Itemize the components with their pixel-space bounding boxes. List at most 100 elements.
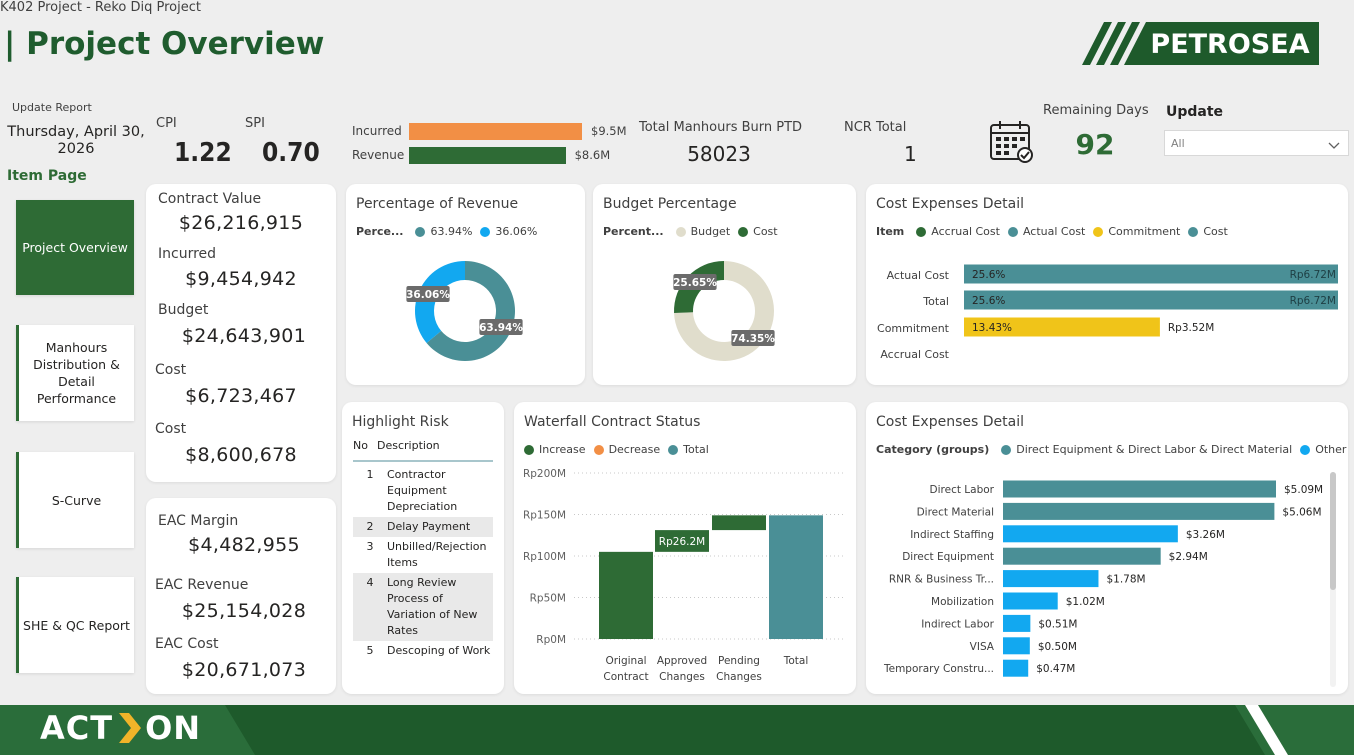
bar[interactable] xyxy=(1003,637,1030,655)
cost-expenses-category-legend: Category (groups) Direct Equipment & Dir… xyxy=(876,443,1346,456)
eac-margin-value: $4,482,955 xyxy=(188,534,300,556)
legend-dot xyxy=(675,226,686,237)
category-label: Actual Cost xyxy=(887,269,950,282)
legend-dot xyxy=(1001,444,1012,455)
bar[interactable] xyxy=(1003,547,1161,565)
remaining-days-value: 92 xyxy=(1075,128,1115,161)
x-tick-label: Changes xyxy=(716,671,762,683)
bar[interactable] xyxy=(1003,480,1276,498)
action-logo-text-start: ACT xyxy=(40,709,114,747)
category-label: Direct Labor xyxy=(930,484,995,496)
breadcrumb: K402 Project - Reko Diq Project xyxy=(0,0,201,15)
percentage-of-revenue-donut: 63.94% 36.06% xyxy=(406,261,523,361)
bar-pct-label: 25.6% xyxy=(972,269,1005,281)
data-label: 36.06% xyxy=(406,289,450,301)
data-label-bg xyxy=(406,286,450,302)
budget-percentage-title: Budget Percentage xyxy=(603,196,737,212)
svg-text:PETROSEA: PETROSEA xyxy=(1150,29,1309,60)
donut-slice[interactable] xyxy=(426,261,515,361)
legend-dot xyxy=(916,226,927,237)
bar[interactable] xyxy=(964,317,1160,337)
legend-item-total: Total xyxy=(683,443,709,456)
waterfall-bar[interactable] xyxy=(599,551,653,639)
legend-item-increase: Increase xyxy=(539,443,586,456)
legend-item-accrual: Accrual Cost xyxy=(931,225,1000,238)
eac-revenue-value: $25,154,028 xyxy=(181,600,307,622)
data-label-bg xyxy=(479,319,523,335)
waterfall-card: Waterfall Contract Status Increase Decre… xyxy=(514,402,856,694)
bar[interactable] xyxy=(964,264,1338,284)
bar-value-label: $2.94M xyxy=(1169,551,1208,563)
risk-no: 1 xyxy=(366,468,374,481)
chevron-down-icon xyxy=(1328,136,1340,155)
manhours-value: 58023 xyxy=(687,142,751,166)
bar-value-label: Rp6.72M xyxy=(1290,295,1336,307)
highlight-risk-title: Highlight Risk xyxy=(352,414,449,430)
spi-value: 0.70 xyxy=(262,138,320,168)
waterfall-bar[interactable] xyxy=(712,515,766,531)
update-filter-dropdown[interactable]: All xyxy=(1164,130,1349,156)
donut-slice[interactable] xyxy=(415,261,465,344)
bar[interactable] xyxy=(964,290,1338,310)
bar[interactable] xyxy=(1003,570,1099,588)
waterfall-bar[interactable] xyxy=(769,515,823,639)
category-label: Direct Equipment xyxy=(902,551,994,563)
scrollbar[interactable] xyxy=(1330,472,1336,687)
incurred-value: $9,454,942 xyxy=(185,268,297,290)
footer-banner: ACT ON xyxy=(0,705,1354,755)
category-label: Indirect Staffing xyxy=(910,529,994,541)
bar-value-label: $1.02M xyxy=(1066,596,1105,608)
action-logo-text-end: ON xyxy=(145,709,202,747)
category-label: VISA xyxy=(970,641,995,653)
cpi-value: 1.22 xyxy=(174,138,232,168)
data-label-bg xyxy=(656,533,708,550)
legend-dot xyxy=(524,444,534,455)
budget-percentage-legend: Percent... Budget Cost xyxy=(603,225,778,238)
legend-dot xyxy=(593,444,604,455)
contract-value-label: Contract Value xyxy=(158,191,262,207)
risk-desc: Unbilled/Rejection Items xyxy=(387,540,487,569)
x-tick-label: Contract xyxy=(603,671,648,683)
nav-manhours-distribution[interactable]: Manhours Distribution & Detail Performan… xyxy=(16,325,134,421)
update-report-label: Update Report xyxy=(12,101,92,114)
category-label: Commitment xyxy=(877,322,950,335)
bar-value-label: Rp6.72M xyxy=(1290,269,1336,281)
risk-no: 5 xyxy=(366,644,374,657)
legend-item-budget: Budget xyxy=(690,225,731,238)
x-tick-label: Total xyxy=(783,655,809,667)
bar[interactable] xyxy=(1003,592,1058,610)
page-title: | Project Overview xyxy=(4,26,325,62)
bar[interactable] xyxy=(1003,614,1031,632)
bar-value-label: $3.26M xyxy=(1186,529,1225,541)
revenue-value: $8.6M xyxy=(574,148,611,162)
nav-s-curve[interactable]: S-Curve xyxy=(16,452,134,548)
nav-project-overview[interactable]: Project Overview xyxy=(16,200,134,295)
incurred-label: Incurred xyxy=(158,246,217,262)
bar[interactable] xyxy=(1003,525,1178,543)
nav-she-qc-report[interactable]: SHE & QC Report xyxy=(16,577,134,673)
data-label: 63.94% xyxy=(479,322,523,334)
legend-item-2: 36.06% xyxy=(495,225,538,238)
scrollbar-thumb[interactable] xyxy=(1330,472,1336,590)
date-line-2: 2026 xyxy=(57,141,95,157)
category-label: Temporary Constru... xyxy=(883,663,994,675)
x-tick-label: Changes xyxy=(659,671,705,683)
cost-value-2: $8,600,678 xyxy=(185,444,297,466)
percentage-of-revenue-legend: Perce... 63.94% 36.06% xyxy=(356,225,537,238)
legend-item-actual: Actual Cost xyxy=(1022,225,1086,238)
cpi-label: CPI xyxy=(156,116,177,131)
eac-revenue-label: EAC Revenue xyxy=(155,577,249,593)
y-tick-label: Rp150M xyxy=(523,510,566,522)
legend-dot xyxy=(1300,444,1311,455)
bar[interactable] xyxy=(1003,502,1275,520)
legend-dot xyxy=(668,444,679,455)
cost-value-1: $6,723,467 xyxy=(185,385,297,407)
bar-value-label: $0.51M xyxy=(1038,618,1077,630)
legend-item-commitment: Commitment xyxy=(1108,225,1181,238)
risk-desc: Descoping of Work xyxy=(387,644,491,657)
update-filter-label: Update xyxy=(1166,104,1224,120)
data-label-bg xyxy=(673,274,717,290)
percentage-of-revenue-card: Percentage of Revenue Perce... 63.94% 36… xyxy=(346,184,585,385)
bar[interactable] xyxy=(1003,659,1029,677)
item-page-label: Item Page xyxy=(7,168,87,184)
